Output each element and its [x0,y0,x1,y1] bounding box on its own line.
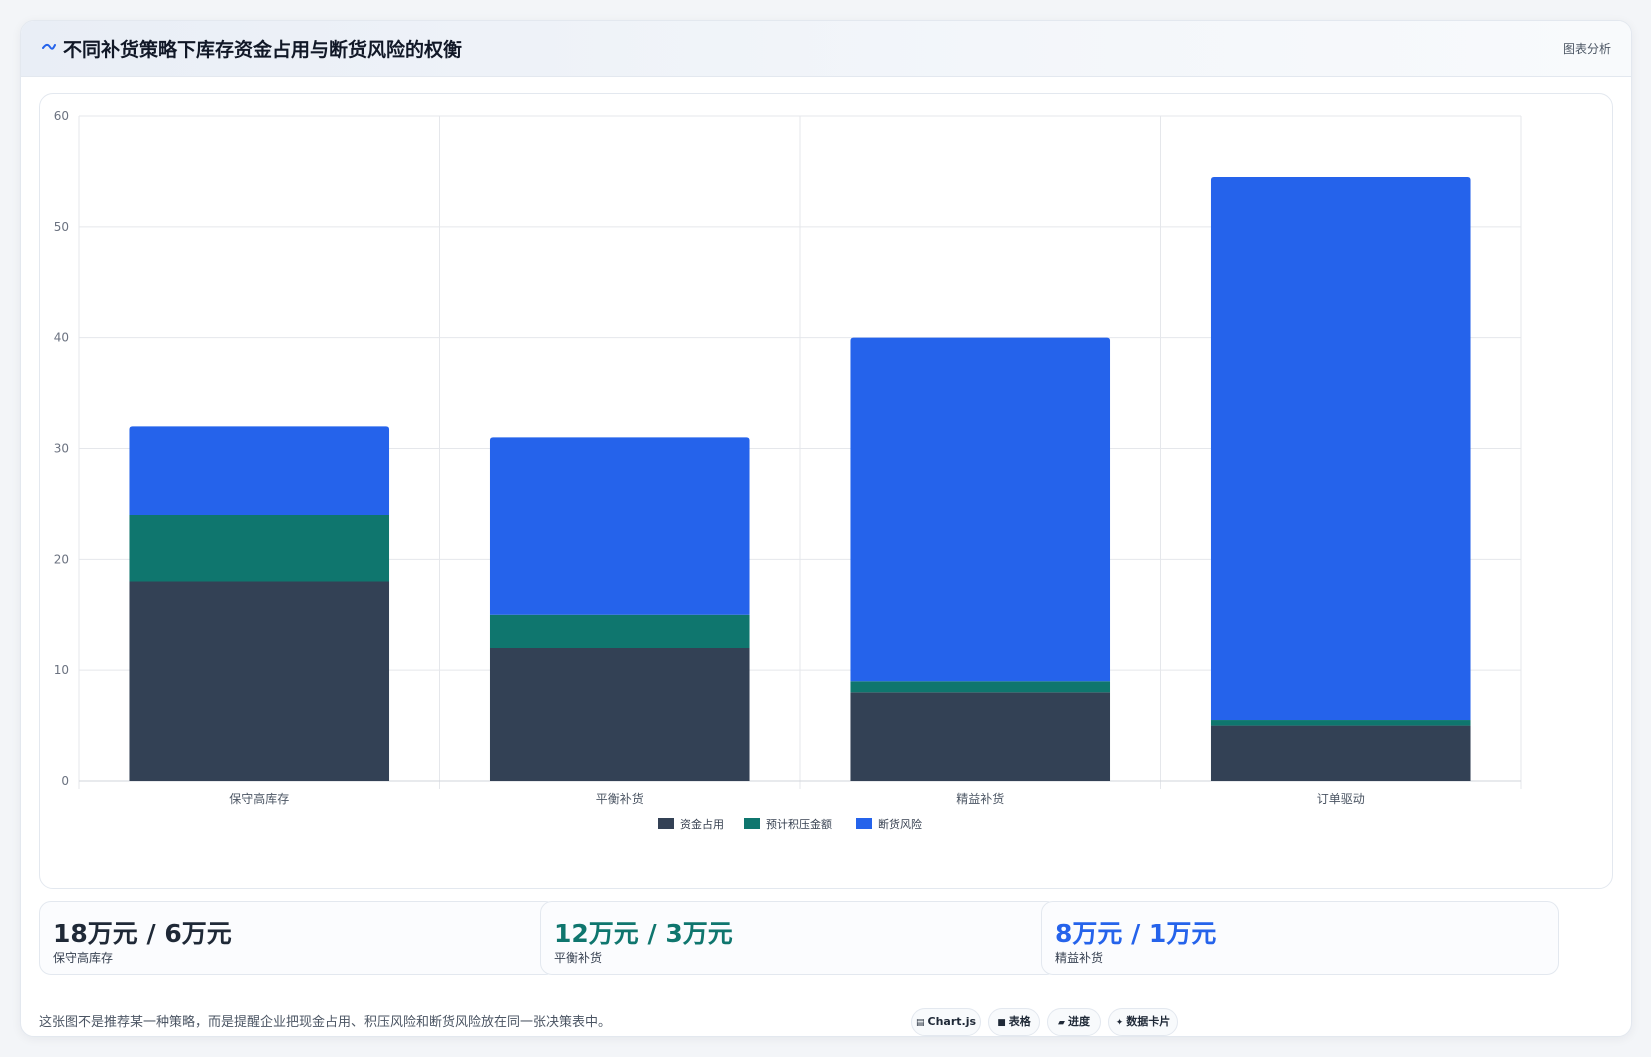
y-tick-label: 50 [54,220,69,234]
table-icon: ■ [997,1018,1006,1028]
y-tick-label: 40 [54,331,69,345]
stat-value: 18万元 / 6万元 [53,919,232,948]
bar-segment [129,515,390,582]
footnote: 这张图不是推荐某一种策略，而是提醒企业把现金占用、积压风险和断货风险放在同一张决… [39,1015,612,1030]
bar-segment [129,581,390,781]
bar-segment [489,614,750,648]
stat-value: 8万元 / 1万元 [1055,919,1217,948]
bar-segment [850,681,1111,693]
y-tick-label: 60 [54,109,69,123]
pill-data-card[interactable]: ✦ 数据卡片 [1108,1008,1178,1036]
chart-panel: 0 10 20 30 40 50 60 保守高库存 平衡补货 精益补货 订单驱动资金占用 预计积压金额… [39,93,1613,889]
sparkle-icon: ✦ [1115,1018,1124,1028]
bar-segment [489,648,750,781]
card-header: 不同补货策略下库存资金占用与断货风险的权衡 图表分析 [21,21,1631,77]
progress-icon: ▰ [1058,1018,1065,1028]
chart-icon: ▤ [915,1018,925,1028]
legend-label: 断货风险 [878,817,922,831]
chart-analysis-tag: 图表分析 [1562,42,1611,56]
wave-icon [42,43,56,50]
chart-card: 不同补货策略下库存资金占用与断货风险的权衡 图表分析 0 10 20 30 40 50 60… [20,20,1632,1037]
pill-label: 进度 [1067,1015,1090,1028]
stat-label: 精益补货 [1055,951,1104,965]
y-tick-label: 30 [54,442,69,456]
stat-value: 12万元 / 3万元 [554,919,733,948]
pill-label: 数据卡片 [1126,1015,1171,1028]
legend-swatch [744,818,760,829]
stat-label: 平衡补货 [554,951,603,965]
pill-progress[interactable]: ▰ 进度 [1047,1008,1101,1036]
pill-label: Chart.js [927,1015,977,1028]
legend-label: 预计积压金额 [766,817,832,831]
pill-chartjs[interactable]: ▤ Chart.js [911,1008,981,1036]
bar-segment [129,426,390,515]
page-title: 不同补货策略下库存资金占用与断货风险的权衡 [63,39,463,61]
stat-card-conservative: 18万元 / 6万元 保守高库存 [39,901,557,975]
bar-segment [1210,176,1471,721]
bar-segment [850,337,1111,682]
pill-label: 表格 [1008,1015,1031,1028]
x-tick-label: 保守高库存 [229,791,289,806]
x-tick-label: 订单驱动 [1317,792,1365,806]
y-tick-label: 0 [61,774,69,788]
legend-swatch [658,818,674,829]
bar-segment [1210,725,1471,781]
stat-card-lean: 8万元 / 1万元 精益补货 [1041,901,1559,975]
legend-label: 资金占用 [680,817,724,831]
bar-segment [489,437,750,615]
bar-segment [850,692,1111,781]
y-tick-label: 20 [54,552,69,566]
x-tick-label: 精益补货 [956,791,1004,806]
bar-segment [1210,720,1471,726]
pill-table[interactable]: ■ 表格 [988,1008,1040,1036]
x-tick-label: 平衡补货 [596,791,644,806]
legend-swatch [856,818,872,829]
stat-card-balanced: 12万元 / 3万元 平衡补货 [540,901,1058,975]
y-tick-label: 10 [54,663,69,677]
stat-label: 保守高库存 [53,951,114,965]
